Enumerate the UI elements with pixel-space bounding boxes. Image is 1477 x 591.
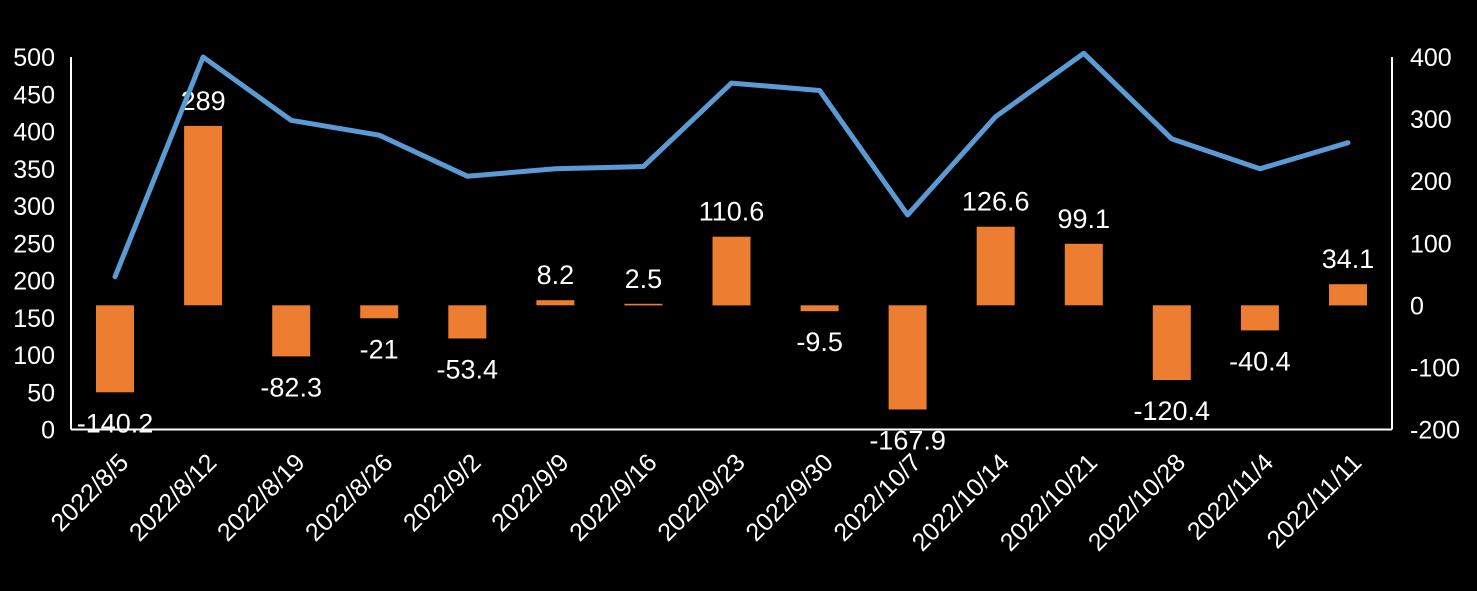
left-axis-tick-label: 250 <box>13 230 55 258</box>
bar-2022/9/9[interactable] <box>536 300 575 306</box>
bar-2022/8/5[interactable] <box>96 305 134 393</box>
bar-2022/8/26[interactable] <box>360 305 399 319</box>
bar-value-label: -167.9 <box>869 426 946 456</box>
right-axis-tick-label: 300 <box>1410 106 1452 134</box>
left-axis-tick-label: 100 <box>13 342 55 370</box>
bar-2022/8/19[interactable] <box>272 305 311 357</box>
left-axis-tick-label: 0 <box>41 417 55 445</box>
x-axis-label: 2022/9/23 <box>652 448 750 546</box>
x-axis-label: 2022/9/30 <box>740 448 838 546</box>
bar-value-label: 34.1 <box>1322 244 1375 274</box>
bar-2022/9/16[interactable] <box>624 303 663 306</box>
bar-value-label: 8.2 <box>537 260 575 290</box>
bar-2022/10/28[interactable] <box>1152 305 1191 380</box>
bar-2022/8/12[interactable] <box>184 125 223 306</box>
bar-value-label: 99.1 <box>1058 204 1111 234</box>
x-axis-label: 2022/8/26 <box>300 448 398 546</box>
bar-2022/9/23[interactable] <box>712 236 751 306</box>
x-axis-label: 2022/11/11 <box>1262 448 1368 554</box>
right-axis-tick-label: 100 <box>1410 230 1452 258</box>
bar-value-label: 110.6 <box>699 197 765 227</box>
x-axis-label: 2022/8/12 <box>124 448 222 546</box>
bar-2022/10/7[interactable] <box>888 305 927 410</box>
bar-value-label: -120.4 <box>1134 396 1211 426</box>
left-axis-tick-label: 500 <box>13 44 55 72</box>
bar-value-label: -140.2 <box>77 408 154 438</box>
right-axis-tick-label: -200 <box>1410 417 1460 445</box>
x-axis-label: 2022/9/9 <box>486 448 575 537</box>
bar-value-label: 126.6 <box>962 187 1030 217</box>
bar-value-label: -82.3 <box>260 372 322 402</box>
trend-line[interactable] <box>112 50 1351 280</box>
left-axis-tick-label: 300 <box>13 193 55 221</box>
x-axis-label: 2022/9/16 <box>564 448 662 546</box>
right-axis-tick-label: 0 <box>1410 292 1424 320</box>
left-axis-tick-label: 450 <box>13 81 55 109</box>
left-axis-tick-label: 150 <box>13 305 55 333</box>
bar-value-label: -53.4 <box>437 355 499 385</box>
bar-2022/11/11[interactable] <box>1329 284 1367 306</box>
x-axis-label: 2022/9/2 <box>398 448 487 537</box>
left-axis-tick-label: 200 <box>13 268 55 296</box>
bar-value-label: -9.5 <box>796 327 843 357</box>
left-axis-tick-label: 350 <box>13 156 55 184</box>
right-axis-tick-label: 200 <box>1410 168 1452 196</box>
bar-value-label: -21 <box>360 334 399 364</box>
bar-2022/9/30[interactable] <box>800 305 839 312</box>
x-axis-label: 2022/8/5 <box>46 448 135 537</box>
bar-2022/9/2[interactable] <box>448 305 487 339</box>
x-axis-label: 2022/8/19 <box>212 448 310 546</box>
left-axis-tick-label: 400 <box>13 119 55 147</box>
bar-2022/10/21[interactable] <box>1064 243 1103 306</box>
bar-2022/10/14[interactable] <box>976 226 1015 306</box>
right-axis-tick-label: -100 <box>1410 354 1460 382</box>
left-axis-tick-label: 50 <box>27 379 55 407</box>
bar-2022/11/4[interactable] <box>1240 305 1279 331</box>
bar-value-label: -40.4 <box>1229 346 1291 376</box>
right-axis-tick-label: 400 <box>1410 44 1452 72</box>
bar-value-label: 2.5 <box>625 264 663 294</box>
